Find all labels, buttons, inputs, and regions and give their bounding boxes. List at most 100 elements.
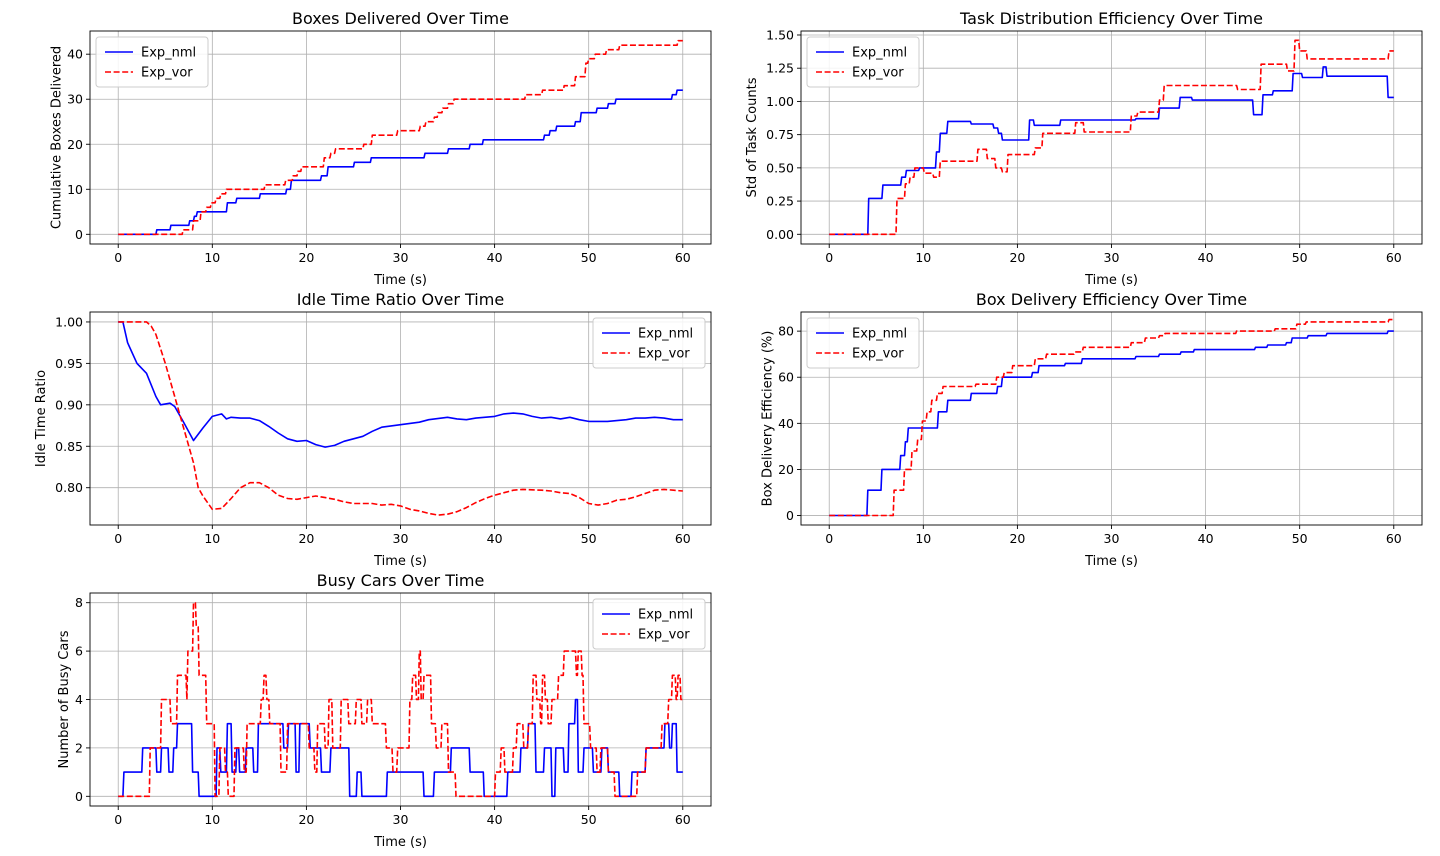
- legend: Exp_nml Exp_vor: [592, 598, 706, 650]
- x-tick-label: 30: [1104, 250, 1120, 265]
- y-tick-label: 40: [67, 47, 83, 62]
- y-tick-label: 80: [778, 324, 794, 339]
- x-tick-label: 10: [204, 250, 220, 265]
- y-tick-label: 30: [67, 92, 83, 107]
- x-tick-label: 60: [675, 812, 691, 827]
- x-tick-label: 60: [1386, 531, 1402, 546]
- legend-box: [592, 317, 706, 369]
- legend-box: [806, 36, 920, 88]
- legend-label: Exp_nml: [852, 327, 907, 342]
- y-axis-label: Cumulative Boxes Delivered: [49, 46, 64, 229]
- y-tick-label: 4: [75, 692, 83, 707]
- y-tick-label: 20: [67, 137, 83, 152]
- x-tick-label: 30: [393, 531, 409, 546]
- x-tick-label: 10: [915, 531, 931, 546]
- x-tick-label: 0: [114, 250, 122, 265]
- x-tick-label: 30: [1104, 531, 1120, 546]
- y-tick-label: 40: [778, 416, 794, 431]
- subplot-4: 0 10 20 30 40 50 60 0 2 4 6 8 Busy Cars Over Time Tim…: [57, 571, 712, 850]
- x-tick-label: 30: [393, 250, 409, 265]
- y-tick-label: 0.80: [55, 480, 83, 495]
- chart-title: Task Distribution Efficiency Over Time: [959, 9, 1263, 28]
- x-axis-label: Time (s): [1084, 554, 1138, 569]
- y-tick-label: 1.50: [766, 27, 794, 42]
- y-axis-label: Number of Busy Cars: [57, 630, 72, 768]
- x-tick-label: 10: [204, 531, 220, 546]
- y-tick-label: 0.50: [766, 160, 794, 175]
- x-tick-label: 40: [1198, 531, 1214, 546]
- series-line-exp-nml: [829, 330, 1394, 517]
- legend-label: Exp_vor: [141, 66, 193, 81]
- x-tick-label: 10: [204, 812, 220, 827]
- legend-label: Exp_nml: [141, 46, 196, 61]
- chart-title: Busy Cars Over Time: [317, 571, 485, 590]
- legend: Exp_nml Exp_vor: [806, 317, 920, 369]
- series-line-exp-nml: [829, 66, 1394, 236]
- x-axis-label: Time (s): [373, 554, 427, 569]
- x-axis-label: Time (s): [373, 273, 427, 288]
- series-line-exp-nml: [118, 321, 683, 448]
- y-tick-label: 6: [75, 644, 83, 659]
- series-line-exp-nml: [118, 698, 683, 798]
- y-tick-label: 1.00: [766, 94, 794, 109]
- legend: Exp_nml Exp_vor: [806, 36, 920, 88]
- chart-title: Boxes Delivered Over Time: [292, 9, 509, 28]
- legend-label: Exp_nml: [638, 327, 693, 342]
- x-tick-label: 60: [675, 250, 691, 265]
- legend-label: Exp_vor: [638, 628, 690, 643]
- series-line-exp-vor: [829, 318, 1394, 517]
- x-tick-label: 40: [1198, 250, 1214, 265]
- y-tick-label: 20: [778, 462, 794, 477]
- x-tick-label: 20: [298, 531, 314, 546]
- x-tick-label: 0: [114, 812, 122, 827]
- x-axis-label: Time (s): [373, 835, 427, 850]
- y-tick-label: 0: [75, 789, 83, 804]
- subplot-0: 0 10 20 30 40 50 60 0 10 20 30 40 Boxes Delivered Ov…: [49, 9, 712, 288]
- x-tick-label: 20: [298, 812, 314, 827]
- legend-box: [806, 317, 920, 369]
- y-axis-label: Box Delivery Efficiency (%): [760, 331, 775, 507]
- x-tick-label: 50: [1292, 250, 1308, 265]
- chart-title: Box Delivery Efficiency Over Time: [976, 290, 1247, 309]
- series-line-exp-nml: [118, 89, 683, 236]
- y-tick-label: 2: [75, 740, 83, 755]
- series-line-exp-vor: [118, 321, 683, 516]
- legend-label: Exp_nml: [852, 46, 907, 61]
- x-tick-label: 30: [393, 812, 409, 827]
- legend-label: Exp_vor: [852, 347, 904, 362]
- series-line-exp-vor: [829, 39, 1394, 236]
- subplot-1: 0 10 20 30 40 50 60 0.00 0.25 0.50 0.75 1.00 1.25 1.5…: [745, 9, 1423, 288]
- y-tick-label: 0.90: [55, 397, 83, 412]
- x-tick-label: 50: [581, 812, 597, 827]
- x-tick-label: 40: [487, 250, 503, 265]
- x-tick-label: 40: [487, 531, 503, 546]
- series-line-exp-vor: [118, 39, 683, 236]
- y-tick-label: 1.25: [766, 61, 794, 76]
- legend-box: [592, 598, 706, 650]
- y-tick-label: 60: [778, 370, 794, 385]
- legend: Exp_nml Exp_vor: [592, 317, 706, 369]
- x-tick-label: 20: [1009, 531, 1025, 546]
- x-tick-label: 10: [915, 250, 931, 265]
- legend-box: [95, 36, 209, 88]
- y-axis-label: Std of Task Counts: [745, 77, 760, 197]
- y-tick-label: 0.25: [766, 194, 794, 209]
- y-tick-label: 0: [786, 508, 794, 523]
- x-tick-label: 20: [1009, 250, 1025, 265]
- series-line-exp-vor: [118, 601, 683, 798]
- subplot-2: 0 10 20 30 40 50 60 0.80 0.85 0.90 0.95 1.00 Idle Ti…: [34, 290, 712, 569]
- y-axis-label: Idle Time Ratio: [34, 370, 49, 467]
- y-tick-label: 10: [67, 182, 83, 197]
- x-tick-label: 0: [825, 250, 833, 265]
- x-tick-label: 40: [487, 812, 503, 827]
- legend: Exp_nml Exp_vor: [95, 36, 209, 88]
- y-tick-label: 1.00: [55, 314, 83, 329]
- x-tick-label: 50: [581, 250, 597, 265]
- legend-label: Exp_nml: [638, 608, 693, 623]
- x-tick-label: 20: [298, 250, 314, 265]
- y-tick-label: 0.95: [55, 356, 83, 371]
- x-tick-label: 0: [825, 531, 833, 546]
- y-tick-label: 0.00: [766, 227, 794, 242]
